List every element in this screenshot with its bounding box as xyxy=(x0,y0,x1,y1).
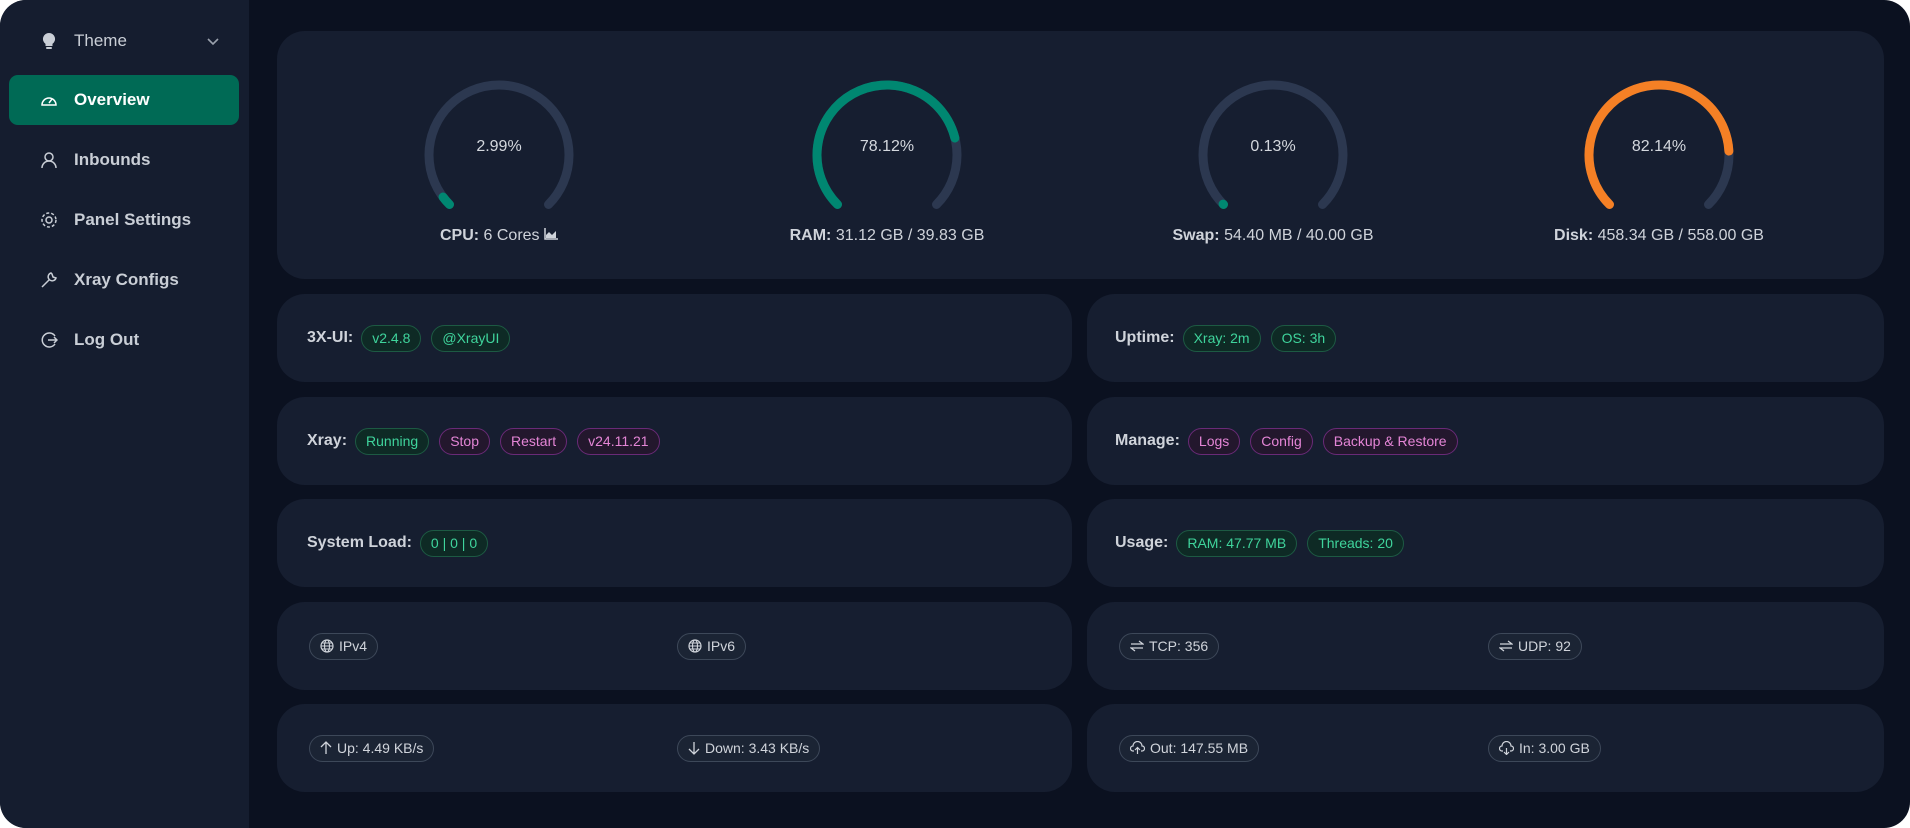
xui-card: 3X-UI: v2.4.8 @XrayUI xyxy=(277,294,1072,382)
sidebar-item-xray-configs[interactable]: Xray Configs xyxy=(9,255,239,305)
cpu-gauge-arc xyxy=(424,80,574,209)
swap-icon xyxy=(1130,640,1144,652)
manage-card: Manage: Logs Config Backup & Restore xyxy=(1087,397,1884,485)
uptime-label: Uptime: xyxy=(1115,329,1175,346)
sidebar-item-label: Xray Configs xyxy=(74,270,179,289)
manage-label: Manage: xyxy=(1115,432,1180,449)
chart-icon[interactable] xyxy=(544,227,559,244)
disk-percent: 82.14% xyxy=(1631,138,1687,155)
chevron-down-icon xyxy=(207,31,219,51)
traffic-out-tag: Out: 147.55 MB xyxy=(1119,734,1260,762)
arrow-down-icon xyxy=(688,742,700,755)
traffic-card: Out: 147.55 MB In: 3.00 GB xyxy=(1087,704,1884,792)
sidebar-item-label: Log Out xyxy=(74,330,140,349)
xui-version-tag: v2.4.8 xyxy=(361,324,422,352)
wrench-icon xyxy=(39,270,59,290)
disk-label: Disk: 458.34 GB / 558.00 GB xyxy=(1554,227,1764,244)
ram-gauge-arc xyxy=(812,80,962,209)
ram-percent: 78.12% xyxy=(859,138,915,155)
usage-card: Usage: RAM: 47.77 MB Threads: 20 xyxy=(1087,499,1884,587)
ipv6-tag[interactable]: IPv6 xyxy=(677,632,747,660)
xray-status-tag: Running xyxy=(355,427,430,455)
swap-label: Swap: 54.40 MB / 40.00 GB xyxy=(1172,227,1374,244)
disk-gauge: 82.14% Disk: 458.34 GB / 558.00 GB xyxy=(1509,31,1809,279)
cpu-percent: 2.99% xyxy=(476,138,522,155)
ram-gauge-value xyxy=(812,80,960,209)
udp-tag: UDP: 92 xyxy=(1488,632,1582,660)
connections-card: TCP: 356 UDP: 92 xyxy=(1087,602,1884,690)
upload-speed-tag: Up: 4.49 KB/s xyxy=(309,734,435,762)
swap-gauge-arc xyxy=(1198,80,1348,209)
ram-label: RAM: 31.12 GB / 39.83 GB xyxy=(789,227,985,244)
cpu-gauge-value xyxy=(438,192,455,209)
backup-restore-button[interactable]: Backup & Restore xyxy=(1322,427,1458,455)
theme-menu[interactable]: Theme xyxy=(9,16,239,66)
globe-icon xyxy=(320,639,334,653)
ram-usage-tag: RAM: 47.77 MB xyxy=(1176,529,1298,557)
os-uptime-tag: OS: 3h xyxy=(1270,324,1337,352)
disk-gauge-arc xyxy=(1584,80,1734,209)
sidebar-item-log-out[interactable]: Log Out xyxy=(9,315,239,365)
ip-card: IPv4 IPv6 xyxy=(277,602,1072,690)
cpu-gauge: 2.99% CPU: 6 Cores xyxy=(349,31,649,279)
sidebar-item-panel-settings[interactable]: Panel Settings xyxy=(9,195,239,245)
cpu-gauge-track xyxy=(424,80,574,209)
stop-button[interactable]: Stop xyxy=(439,427,490,455)
xray-card: Xray: Running Stop Restart v24.11.21 xyxy=(277,397,1072,485)
cloud-download-icon xyxy=(1499,741,1514,755)
xray-uptime-tag: Xray: 2m xyxy=(1182,324,1261,352)
ipv4-tag[interactable]: IPv4 xyxy=(309,632,379,660)
bulb-icon xyxy=(39,31,59,51)
theme-label: Theme xyxy=(74,31,127,50)
restart-button[interactable]: Restart xyxy=(500,427,568,455)
xray-version-button[interactable]: v24.11.21 xyxy=(577,427,660,455)
system-load-card: System Load: 0 | 0 | 0 xyxy=(277,499,1072,587)
sidebar-item-label: Panel Settings xyxy=(74,210,192,229)
speed-card: Up: 4.49 KB/s Down: 3.43 KB/s xyxy=(277,704,1072,792)
system-gauges-card: 2.99% CPU: 6 Cores 78.12% RAM: 31.12 GB … xyxy=(277,31,1884,279)
sidebar-item-label: Inbounds xyxy=(74,150,151,169)
ram-gauge: 78.12% RAM: 31.12 GB / 39.83 GB xyxy=(737,31,1037,279)
system-load-label: System Load: xyxy=(307,534,412,551)
swap-gauge-track xyxy=(1198,80,1348,209)
sidebar-item-inbounds[interactable]: Inbounds xyxy=(9,135,239,185)
logs-button[interactable]: Logs xyxy=(1187,427,1241,455)
usage-label: Usage: xyxy=(1115,534,1169,551)
arrow-up-icon xyxy=(320,741,332,754)
logout-icon xyxy=(39,330,59,350)
tcp-tag: TCP: 356 xyxy=(1119,632,1220,660)
gear-icon xyxy=(39,210,59,230)
globe-icon xyxy=(688,639,702,653)
disk-gauge-value xyxy=(1584,80,1734,209)
swap-icon xyxy=(1499,640,1513,652)
channel-link-tag[interactable]: @XrayUI xyxy=(431,324,511,352)
config-button[interactable]: Config xyxy=(1250,427,1313,455)
traffic-in-tag: In: 3.00 GB xyxy=(1488,734,1601,762)
xui-label: 3X-UI: xyxy=(307,329,354,346)
sidebar-item-label: Overview xyxy=(74,90,150,109)
swap-percent: 0.13% xyxy=(1250,138,1296,155)
uptime-card: Uptime: Xray: 2m OS: 3h xyxy=(1087,294,1884,382)
xray-label: Xray: xyxy=(307,432,348,449)
system-load-tag: 0 | 0 | 0 xyxy=(419,529,489,557)
dashboard-icon xyxy=(39,90,59,110)
sidebar-item-overview[interactable]: Overview xyxy=(9,75,239,125)
threads-tag: Threads: 20 xyxy=(1307,529,1404,557)
user-icon xyxy=(39,150,59,170)
sidebar: Theme Overview Inbounds Panel Settings X… xyxy=(0,0,249,828)
cpu-label: CPU: 6 Cores xyxy=(349,227,649,245)
swap-gauge: 0.13% Swap: 54.40 MB / 40.00 GB xyxy=(1123,31,1423,279)
cloud-upload-icon xyxy=(1130,741,1145,754)
download-speed-tag: Down: 3.43 KB/s xyxy=(677,734,821,762)
